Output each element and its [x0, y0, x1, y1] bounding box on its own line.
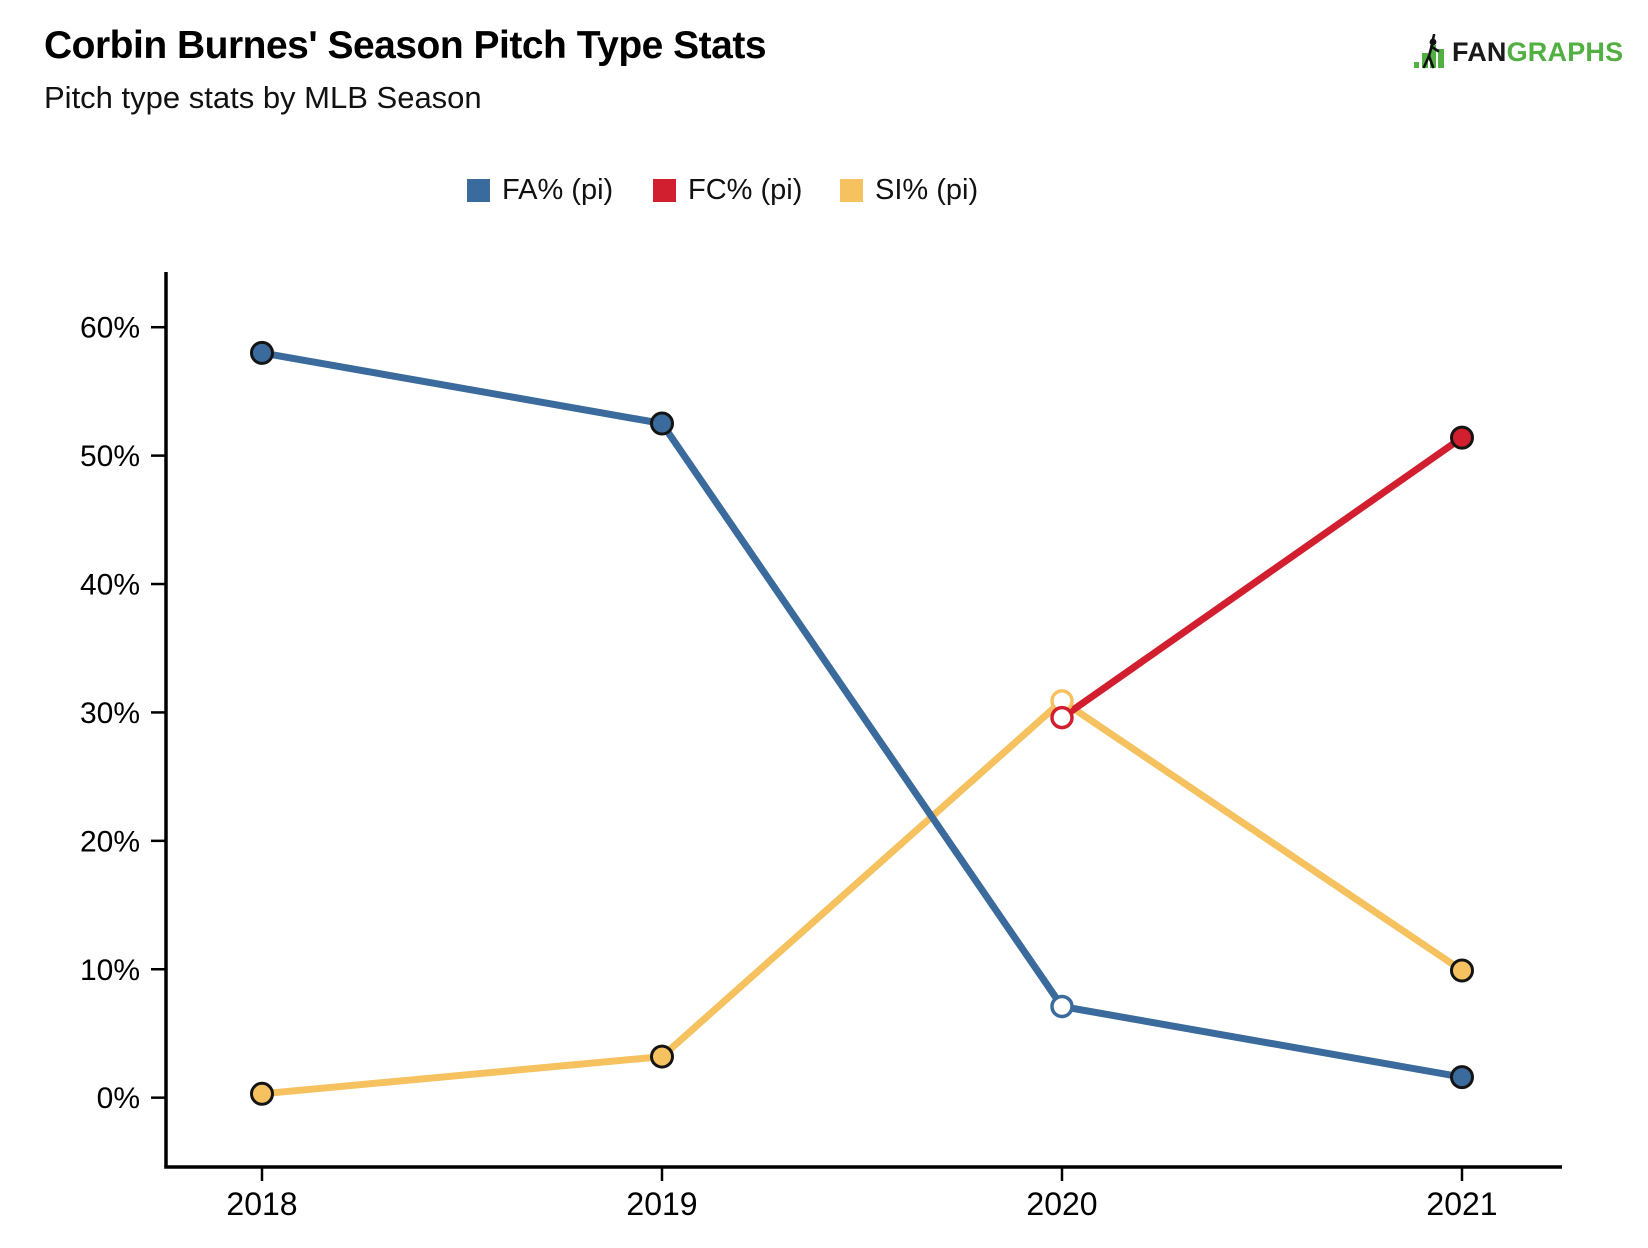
legend-item-fa: FA% (pi) — [467, 170, 613, 210]
y-tick-label: 10% — [80, 954, 140, 987]
series-line-fc — [1059, 434, 1465, 721]
x-tick-label: 2018 — [226, 1186, 297, 1222]
legend-item-si: SI% (pi) — [840, 170, 978, 210]
x-tick-label: 2019 — [626, 1186, 697, 1222]
y-tick-label: 40% — [80, 569, 140, 602]
x-tick-label: 2021 — [1426, 1186, 1497, 1222]
fangraphs-logo: FANGRAPHS — [1413, 34, 1623, 70]
data-point — [250, 1081, 274, 1106]
fangraphs-batter-icon — [1414, 34, 1444, 69]
y-tick-label: 60% — [80, 312, 140, 345]
series-line-fa — [261, 349, 1463, 1081]
data-point — [1450, 425, 1474, 450]
page-title: Corbin Burnes' Season Pitch Type Stats — [44, 24, 767, 67]
page-subtitle: Pitch type stats by MLB Season — [44, 80, 482, 115]
legend-swatch-fc — [653, 178, 676, 202]
y-tick-label: 0% — [97, 1082, 140, 1115]
y-tick-label: 20% — [80, 825, 140, 858]
data-point — [650, 1044, 674, 1069]
data-point — [1450, 1065, 1474, 1090]
fangraphs-logo-text: FANGRAPHS — [1452, 37, 1623, 68]
legend-label-fc: FC% (pi) — [688, 173, 803, 206]
x-tick-label: 2020 — [1026, 1186, 1097, 1222]
data-point-open — [1050, 994, 1074, 1019]
y-tick-label: 50% — [80, 440, 140, 473]
data-point-open — [1050, 705, 1074, 730]
legend-label-si: SI% (pi) — [875, 173, 979, 206]
logo-graphs-text: GRAPHS — [1506, 36, 1624, 67]
chart-legend: FA% (pi) FC% (pi) SI% (pi) — [467, 170, 1167, 210]
logo-fan-text: FAN — [1452, 36, 1507, 67]
legend-label-fa: FA% (pi) — [502, 173, 614, 206]
data-point — [250, 340, 274, 365]
legend-swatch-si — [840, 178, 863, 202]
legend-item-fc: FC% (pi) — [653, 170, 802, 210]
legend-swatch-fa — [467, 178, 490, 202]
data-point — [650, 411, 674, 436]
series-line-si — [261, 697, 1464, 1098]
data-point — [1450, 958, 1474, 983]
y-tick-label: 30% — [80, 697, 140, 730]
